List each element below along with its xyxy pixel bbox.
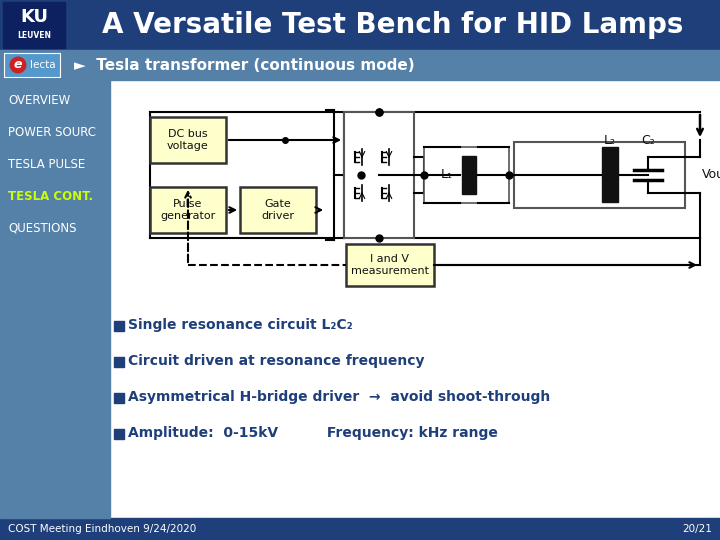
Bar — [3, 2, 65, 48]
FancyBboxPatch shape — [150, 187, 226, 233]
Bar — [114, 429, 124, 438]
Bar — [602, 147, 618, 202]
Text: TESLA PULSE: TESLA PULSE — [8, 158, 85, 171]
Text: Vout: Vout — [702, 168, 720, 181]
Text: L₂: L₂ — [604, 133, 616, 146]
Text: Pulse
generator: Pulse generator — [161, 199, 215, 221]
Bar — [0, 50, 720, 80]
Text: POWER SOURC: POWER SOURC — [8, 125, 96, 138]
Text: Circuit driven at resonance frequency: Circuit driven at resonance frequency — [128, 354, 425, 368]
Text: QUESTIONS: QUESTIONS — [8, 221, 76, 234]
Bar — [0, 518, 720, 540]
Text: Amplitude:  0-15kV          Frequency: kHz range: Amplitude: 0-15kV Frequency: kHz range — [128, 426, 498, 440]
FancyBboxPatch shape — [150, 117, 226, 163]
Text: Single resonance circuit L₂C₂: Single resonance circuit L₂C₂ — [128, 318, 353, 332]
Text: C₂: C₂ — [641, 133, 655, 146]
Text: lecta: lecta — [30, 60, 55, 70]
Text: A Versatile Test Bench for HID Lamps: A Versatile Test Bench for HID Lamps — [102, 11, 684, 39]
Text: I and V
measurement: I and V measurement — [351, 254, 429, 276]
Bar — [114, 321, 124, 330]
Text: 20/21: 20/21 — [682, 524, 712, 534]
Text: L₁: L₁ — [441, 168, 453, 181]
Text: ►  Tesla transformer (continuous mode): ► Tesla transformer (continuous mode) — [74, 57, 415, 72]
Text: e: e — [14, 58, 22, 71]
Text: KU: KU — [20, 9, 48, 26]
Bar — [0, 80, 110, 518]
Text: TESLA CONT.: TESLA CONT. — [8, 190, 93, 202]
Bar — [114, 356, 124, 367]
Bar — [344, 112, 414, 238]
Text: COST Meeting Eindhoven 9/24/2020: COST Meeting Eindhoven 9/24/2020 — [8, 524, 197, 534]
FancyBboxPatch shape — [346, 244, 434, 286]
Text: DC bus
voltage: DC bus voltage — [167, 129, 209, 151]
Text: OVERVIEW: OVERVIEW — [8, 93, 71, 106]
Text: Gate
driver: Gate driver — [261, 199, 294, 221]
FancyBboxPatch shape — [240, 187, 316, 233]
Bar — [514, 142, 685, 208]
Text: LEUVEN: LEUVEN — [17, 31, 51, 40]
Bar — [0, 0, 720, 50]
Circle shape — [9, 57, 27, 73]
Bar — [462, 156, 476, 194]
Bar — [424, 147, 509, 203]
Bar — [114, 393, 124, 402]
Bar — [4, 53, 60, 77]
Text: Asymmetrical H-bridge driver  →  avoid shoot-through: Asymmetrical H-bridge driver → avoid sho… — [128, 390, 550, 404]
